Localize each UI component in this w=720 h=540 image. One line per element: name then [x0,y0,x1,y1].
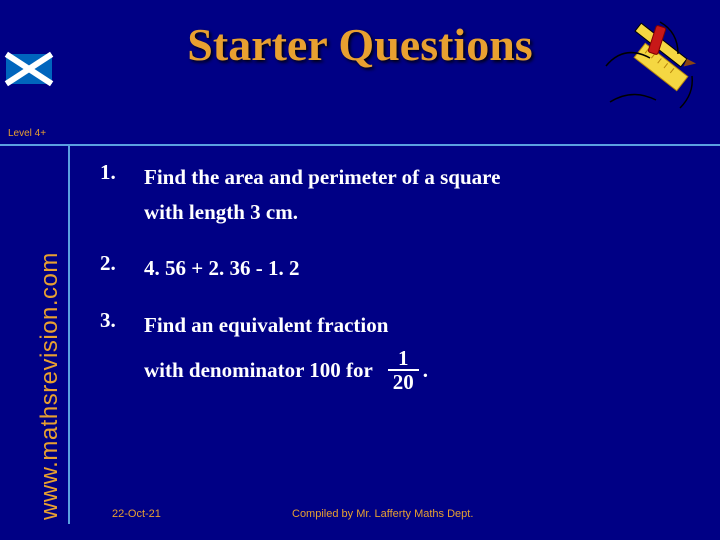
question-3: 3. Find an equivalent fraction [100,308,660,343]
fraction: 1 20 [388,347,419,393]
footer-credit: Compiled by Mr. Lafferty Maths Dept. [292,508,473,520]
fraction-numerator: 1 [388,347,419,371]
question-list: 1. Find the area and perimeter of a squa… [100,160,660,417]
question-number: 1. [100,160,144,229]
q1-line2: with length 3 cm. [144,200,298,224]
question-text: Find the area and perimeter of a square … [144,160,500,229]
question-text: 4. 56 + 2. 36 - 1. 2 [144,251,299,286]
question-number: 2. [100,251,144,286]
question-2: 2. 4. 56 + 2. 36 - 1. 2 [100,251,660,286]
level-label: Level 4+ [8,128,46,139]
q3-line2: with denominator 100 for [144,357,372,381]
horizontal-rule [0,144,720,146]
fraction-denominator: 20 [388,371,419,393]
sidebar-url: www.mathsrevision.com [36,252,64,520]
page-title: Starter Questions [0,18,720,71]
footer-date: 22-Oct-21 [112,508,161,520]
q1-line1: Find the area and perimeter of a square [144,165,500,189]
question-number: 3. [100,308,144,343]
question-1: 1. Find the area and perimeter of a squa… [100,160,660,229]
question-text: with denominator 100 for 1 20 . [144,349,428,395]
question-text: Find an equivalent fraction [144,308,388,343]
question-3-cont: with denominator 100 for 1 20 . [100,349,660,395]
period: . [423,357,428,381]
vertical-rule [68,144,70,524]
